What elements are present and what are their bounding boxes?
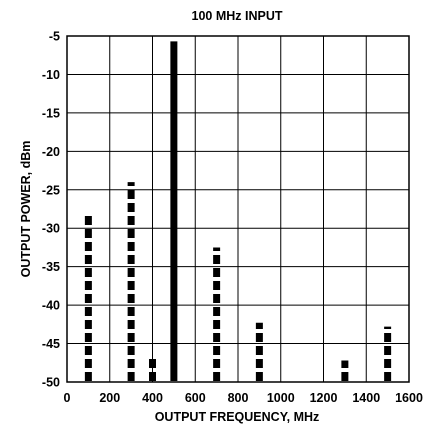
y-tick-label: -15: [42, 106, 60, 120]
x-tick-label: 1400: [352, 391, 380, 405]
y-tick-label: -10: [42, 68, 60, 82]
chart-title: 100 MHz INPUT: [192, 9, 283, 23]
x-tick-label: 1600: [395, 391, 423, 405]
x-tick-labels: 0 200 400 600 800 1000 1200 1400 1600: [64, 391, 423, 405]
spectral-bars: [84, 41, 392, 381]
y-tick-label: -45: [42, 337, 60, 351]
x-tick-label: 0: [64, 391, 71, 405]
x-tick-label: 1200: [310, 391, 338, 405]
y-tick-label: -20: [42, 145, 60, 159]
x-axis-label: OUTPUT FREQUENCY, MHz: [155, 410, 320, 424]
y-axis-label: OUTPUT POWER, dBm: [19, 141, 33, 278]
x-tick-label: 400: [142, 391, 163, 405]
y-tick-label: -35: [42, 260, 60, 274]
y-tick-label: -30: [42, 222, 60, 236]
y-tick-labels: -5 -10 -15 -20 -25 -30 -35 -40 -45 -50: [42, 30, 60, 390]
plot-frame: [66, 35, 410, 383]
x-tick-label: 200: [99, 391, 120, 405]
x-tick-label: 800: [228, 391, 249, 405]
y-tick-label: -25: [42, 183, 60, 197]
y-tick-label: -50: [42, 376, 60, 390]
grid-lines: [67, 36, 409, 382]
x-tick-label: 1000: [267, 391, 295, 405]
y-tick-label: -5: [49, 30, 60, 44]
x-tick-label: 600: [185, 391, 206, 405]
y-tick-label: -40: [42, 299, 60, 313]
